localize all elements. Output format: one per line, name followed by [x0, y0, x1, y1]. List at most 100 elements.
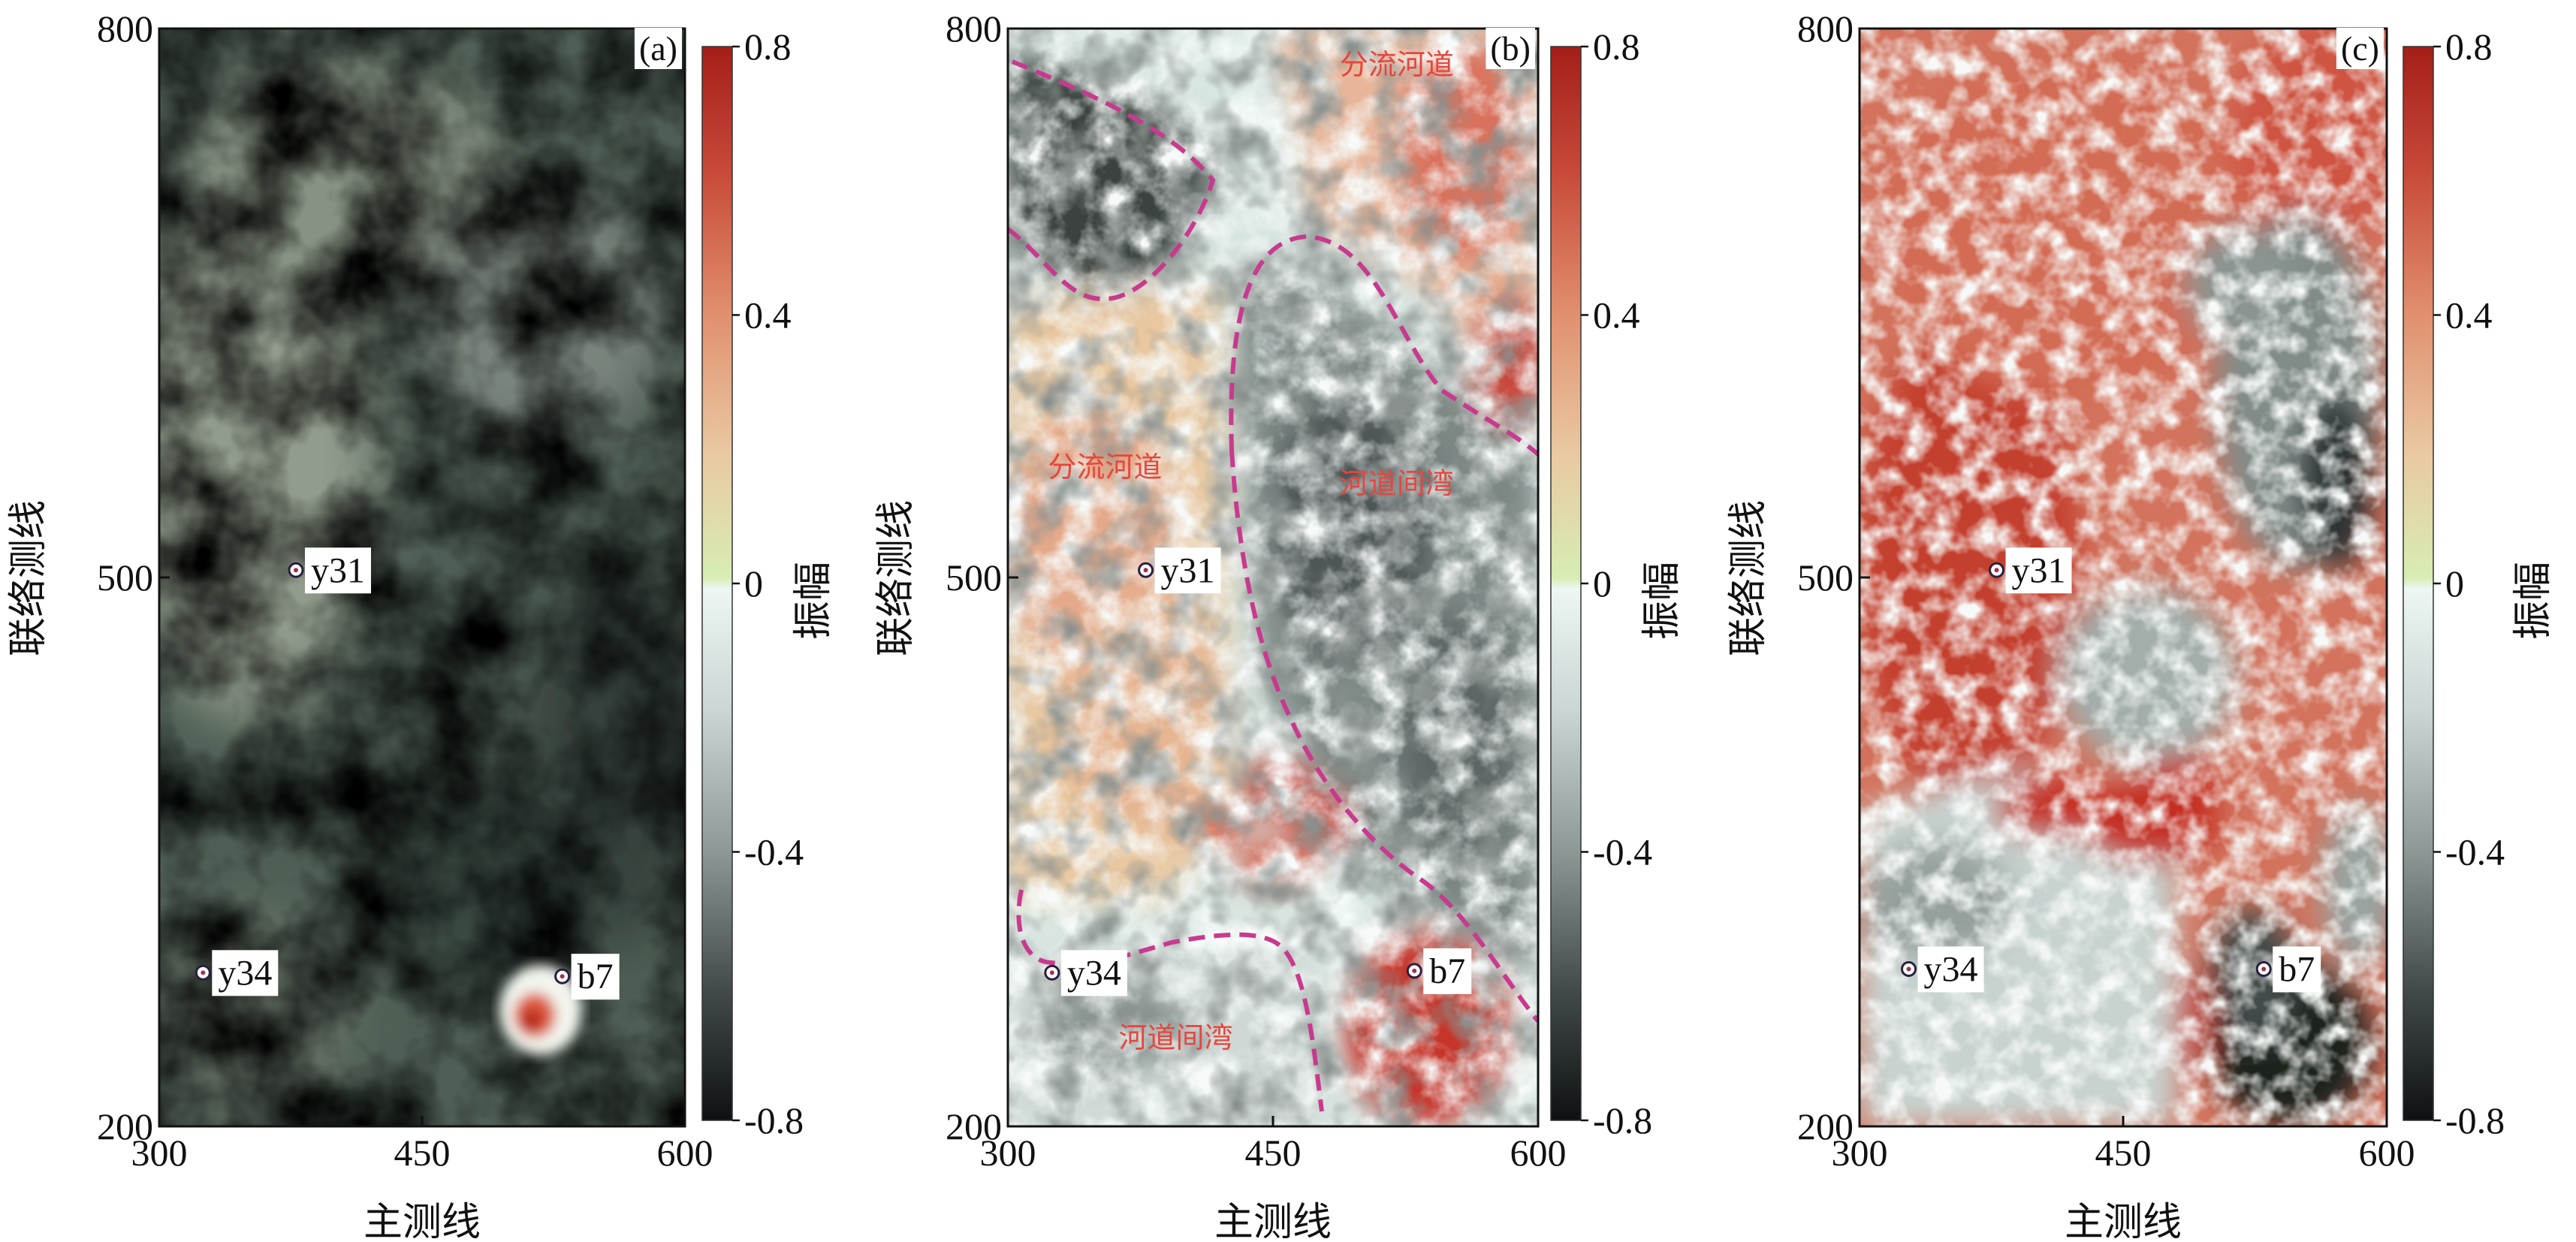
- colorbar-tick-label: 0.4: [1593, 294, 1640, 336]
- colorbar-tick-label: 0.4: [744, 294, 792, 336]
- well-dot-center: [1143, 568, 1148, 573]
- well-label-bg: [1917, 946, 1984, 993]
- facies-annotation: 分流河道: [1048, 451, 1162, 484]
- x-tick-label: 600: [2359, 1132, 2415, 1174]
- panel-c-heatmap: [1860, 29, 2387, 1126]
- x-tick-label: 600: [657, 1132, 713, 1174]
- well-label-bg: [571, 954, 620, 1000]
- colorbar-label: 振幅: [2511, 562, 2556, 640]
- well-label: y34: [218, 953, 272, 993]
- colorbar-tick-label: -0.8: [1593, 1099, 1652, 1141]
- panel-a: [158, 27, 686, 1128]
- well-label: y31: [1161, 550, 1215, 590]
- y-tick-label: 500: [97, 556, 153, 598]
- well-label: y31: [2012, 550, 2066, 590]
- well-marker-b7: b7: [1406, 948, 1472, 994]
- well-label: b7: [1429, 951, 1465, 991]
- y-tick-label: 800: [1797, 8, 1854, 50]
- well-label: y34: [1067, 953, 1121, 993]
- x-axis-label: 主测线: [1214, 1200, 1332, 1242]
- well-marker-b7: b7: [554, 954, 620, 1000]
- colorbar-tick-label: 0: [2445, 562, 2464, 604]
- well-marker-b7: b7: [2255, 946, 2321, 993]
- y-axis-label: 联络测线: [873, 500, 918, 656]
- well-dot-center: [1994, 568, 1999, 573]
- colorbar-tick-label: 0: [1593, 562, 1612, 604]
- x-tick-label: 600: [1510, 1132, 1567, 1174]
- well-dot-center: [560, 974, 565, 979]
- colorbar-tick-label: -0.4: [2445, 831, 2505, 873]
- y-axis-label: 联络测线: [1726, 500, 1771, 656]
- well-dot-center: [201, 970, 206, 975]
- colorbar-tick-label: 0.8: [1593, 26, 1640, 68]
- y-tick-label: 500: [946, 556, 1002, 598]
- colorbar-tick-label: 0: [744, 562, 763, 604]
- well-dot-center: [294, 568, 298, 573]
- well-label: y34: [1924, 949, 1978, 989]
- panel-2-annotations: (c) 300 450 600 800 500 200 主测线 联络测线 0.8 0.4 0 -0.4 -…: [1726, 8, 2556, 1242]
- well-dot-center: [1906, 966, 1911, 972]
- x-axis-label: 主测线: [363, 1200, 481, 1242]
- x-tick-label: 450: [1245, 1132, 1302, 1174]
- well-label-bg: [1154, 547, 1221, 594]
- well-marker-y34: y34: [1044, 950, 1127, 996]
- well-label-bg: [1060, 950, 1127, 996]
- y-axis-label: 联络测线: [6, 500, 51, 656]
- well-label-bg: [2273, 946, 2321, 993]
- colorbar-tick-label: 0.8: [744, 26, 792, 68]
- y-tick-label: 200: [946, 1105, 1002, 1147]
- overlay: (a) 300 450 600 800 500 200 主测线 联络测线 0.8 0.4 0 -0.4 -…: [6, 8, 2556, 1242]
- boundary-line: [1229, 450, 1538, 1023]
- x-tick-label: 300: [1832, 1132, 1888, 1174]
- boundary-line: [1016, 889, 1324, 1112]
- well-marker-y31: y31: [1138, 547, 1221, 594]
- y-tick-label: 200: [1797, 1105, 1854, 1147]
- panel-a-heatmap: [159, 29, 685, 1126]
- facies-annotation: 河道间湾: [1340, 467, 1454, 500]
- well-dot-center: [1049, 970, 1054, 975]
- panel-label-bg: [1486, 28, 1535, 69]
- well-label: y31: [311, 550, 365, 590]
- colorbar-tick-label: -0.8: [2445, 1099, 2505, 1141]
- facies-annotation: 分流河道: [1340, 48, 1454, 81]
- boundary-lines: [1008, 59, 1538, 1112]
- well-dot-center: [2261, 966, 2267, 972]
- well-marker-y31: y31: [288, 547, 371, 594]
- facies-annotation: 河道间湾: [1119, 1021, 1233, 1054]
- colorbar: [701, 46, 733, 1121]
- well-marker-y31: y31: [1989, 547, 2072, 594]
- panel-label: (c): [2341, 29, 2379, 68]
- panel-label-bg: [2336, 28, 2384, 69]
- panel-label: (b): [1490, 29, 1531, 68]
- well-label-bg: [1423, 948, 1472, 994]
- panel-label-bg: [634, 28, 682, 69]
- x-tick-label: 450: [394, 1132, 451, 1174]
- x-axis-label: 主测线: [2065, 1200, 2182, 1242]
- boundary-line: [1229, 234, 1538, 457]
- boundary-line: [1008, 59, 1216, 302]
- colorbar-label: 振幅: [791, 562, 836, 640]
- panel-label: (a): [639, 29, 677, 68]
- panel-b-heatmap: [1008, 29, 1538, 1126]
- x-tick-label: 300: [131, 1132, 188, 1174]
- y-tick-label: 800: [97, 8, 153, 50]
- well-label: b7: [578, 957, 614, 996]
- y-tick-label: 800: [946, 8, 1002, 50]
- well-marker-y34: y34: [1901, 946, 1984, 993]
- panel-1-annotations: (b) 300 450 600 800 500 200 主测线 联络测线 0.8 0.4 0 -0.4 -…: [873, 8, 1685, 1242]
- well-label: b7: [2279, 949, 2315, 989]
- colorbar: [2403, 46, 2434, 1121]
- y-tick-label: 200: [97, 1105, 153, 1147]
- well-dot-center: [1412, 968, 1417, 973]
- panel-b: [1006, 27, 1540, 1128]
- colorbar: [1550, 46, 1582, 1121]
- x-tick-label: 300: [980, 1132, 1036, 1174]
- colorbar-tick-label: 0.4: [2445, 294, 2493, 336]
- panel-0-annotations: (a) 300 450 600 800 500 200 主测线 联络测线 0.8 0.4 0 -0.4 -…: [6, 8, 836, 1242]
- colorbar-tick-label: 0.8: [2445, 26, 2493, 68]
- y-tick-label: 500: [1797, 556, 1854, 598]
- colorbar-tick-label: -0.8: [744, 1099, 804, 1141]
- well-marker-y34: y34: [195, 950, 279, 996]
- panel-c: [1858, 27, 2388, 1128]
